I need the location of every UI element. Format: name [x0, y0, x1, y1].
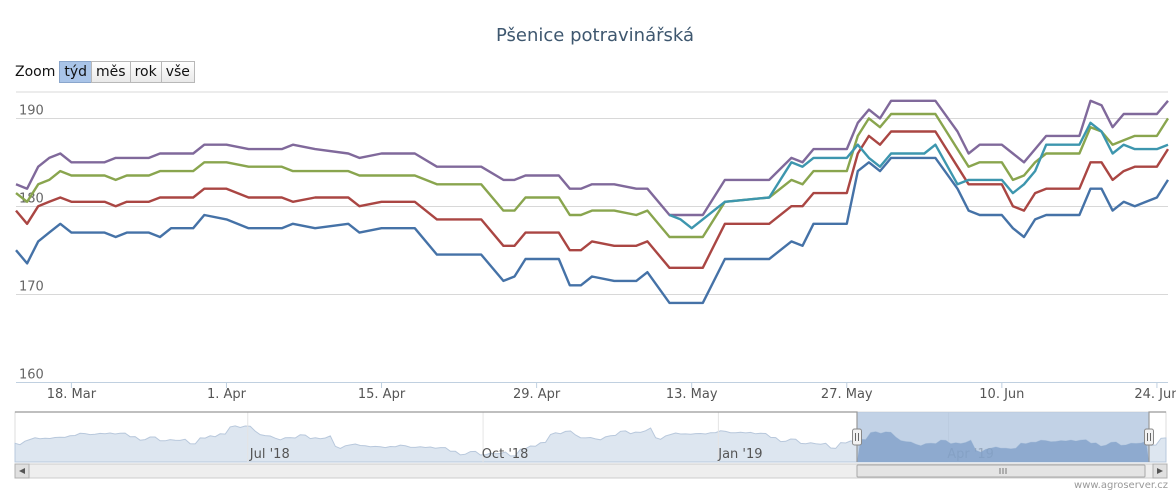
scrollbar-right-button[interactable]	[1153, 464, 1167, 478]
y-tick-label: 190	[19, 104, 44, 119]
x-tick-label: 18. Mar	[47, 387, 97, 402]
navigator-label: Oct '18	[482, 447, 529, 462]
zoom-button-all[interactable]: vše	[161, 61, 195, 83]
x-tick-label: 24. Jun	[1134, 387, 1176, 402]
x-tick-label: 29. Apr	[513, 387, 561, 402]
zoom-label: Zoom	[15, 64, 55, 80]
credit-text: www.agroserver.cz	[1074, 480, 1168, 491]
scrollbar-left-button[interactable]	[15, 464, 29, 478]
y-tick-label: 160	[19, 368, 44, 383]
scrollbar-thumb[interactable]	[857, 465, 1145, 477]
zoom-bar: Zoom týd měs rok vše	[15, 61, 195, 83]
zoom-button-year[interactable]: rok	[130, 61, 162, 83]
navigator-handle-right[interactable]	[1145, 429, 1154, 445]
navigator-handle-left[interactable]	[853, 429, 862, 445]
x-tick-label: 13. May	[666, 387, 718, 402]
zoom-button-month[interactable]: měs	[91, 61, 131, 83]
x-tick-label: 10. Jun	[979, 387, 1024, 402]
x-tick-label: 1. Apr	[207, 387, 247, 402]
x-tick-label: 27. May	[821, 387, 873, 402]
scrollbar[interactable]	[15, 464, 1167, 478]
y-tick-label: 170	[19, 280, 44, 295]
navigator-label: Jul '18	[249, 447, 290, 462]
zoom-button-week[interactable]: týd	[59, 61, 92, 83]
x-tick-label: 15. Apr	[358, 387, 406, 402]
chart-title: Pšenice potravinářská	[496, 25, 694, 46]
navigator-label: Jan '19	[717, 447, 762, 462]
